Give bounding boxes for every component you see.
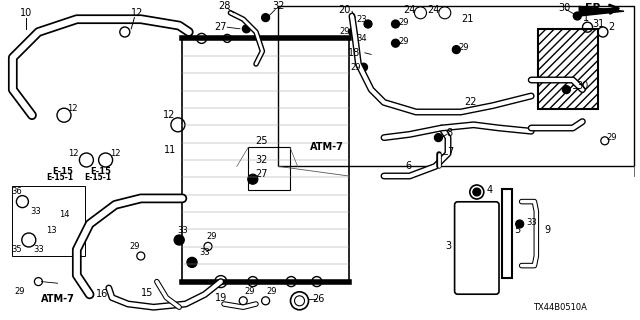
Text: TX44B0510A: TX44B0510A (533, 303, 587, 312)
Text: 29: 29 (339, 28, 349, 36)
Text: 27: 27 (214, 22, 227, 32)
Text: 12: 12 (131, 8, 144, 18)
Circle shape (563, 86, 570, 93)
Text: 29: 29 (459, 44, 469, 52)
Bar (12, 186, 85, 256)
Circle shape (364, 20, 372, 28)
Text: 7: 7 (447, 147, 453, 157)
Text: 15: 15 (141, 288, 154, 298)
Text: 33: 33 (177, 226, 188, 235)
Text: 11: 11 (163, 145, 176, 156)
Circle shape (360, 63, 367, 71)
Circle shape (392, 39, 399, 47)
Text: 9: 9 (544, 225, 550, 236)
Text: 1: 1 (582, 12, 589, 23)
Text: 29: 29 (267, 287, 277, 296)
Circle shape (349, 28, 356, 36)
Circle shape (174, 235, 184, 245)
Circle shape (435, 134, 442, 141)
Text: 8: 8 (447, 128, 453, 138)
Text: 33: 33 (33, 245, 44, 254)
Circle shape (452, 46, 460, 53)
Circle shape (573, 12, 581, 20)
Text: 27: 27 (255, 169, 268, 180)
Circle shape (187, 257, 197, 268)
Text: 28: 28 (218, 1, 230, 12)
Text: 34: 34 (356, 34, 367, 43)
Text: 24: 24 (428, 4, 440, 15)
Text: 25: 25 (255, 136, 268, 146)
Circle shape (392, 20, 399, 28)
Text: 13: 13 (46, 226, 56, 235)
FancyBboxPatch shape (454, 202, 499, 294)
Bar (248, 147, 290, 190)
Text: 12: 12 (68, 149, 79, 158)
Circle shape (243, 25, 250, 33)
Text: E-15-1: E-15-1 (84, 173, 111, 182)
Bar (502, 189, 512, 278)
Text: 5: 5 (514, 225, 520, 236)
Text: 20: 20 (338, 4, 351, 15)
Text: 12: 12 (110, 149, 120, 158)
Circle shape (516, 220, 524, 228)
Circle shape (473, 188, 481, 196)
Circle shape (248, 174, 258, 184)
Text: 18: 18 (348, 48, 361, 58)
Text: 35: 35 (12, 245, 22, 254)
Text: 33: 33 (200, 248, 210, 257)
Bar (538, 29, 598, 109)
Text: 29: 29 (244, 287, 255, 296)
Polygon shape (182, 38, 349, 282)
Polygon shape (579, 6, 624, 16)
Text: ATM-7: ATM-7 (310, 142, 343, 152)
Text: 30: 30 (576, 81, 589, 92)
Text: ATM-7: ATM-7 (41, 294, 74, 304)
Text: 29: 29 (398, 37, 408, 46)
Text: 29: 29 (398, 18, 408, 27)
Text: 12: 12 (163, 110, 176, 120)
Text: 14: 14 (59, 210, 69, 219)
Text: 21: 21 (461, 14, 474, 24)
Text: 4: 4 (486, 185, 493, 196)
Text: 26: 26 (312, 294, 325, 304)
Text: 33: 33 (526, 218, 536, 227)
Text: 23: 23 (356, 15, 367, 24)
Text: 29: 29 (14, 287, 24, 296)
Text: 2: 2 (608, 22, 614, 32)
Text: 29: 29 (129, 242, 140, 251)
Bar (278, 6, 634, 166)
Text: E-15-1: E-15-1 (46, 173, 73, 182)
Text: 32: 32 (255, 155, 268, 165)
Text: 33: 33 (30, 207, 40, 216)
Text: E-15: E-15 (91, 167, 111, 176)
Text: 3: 3 (445, 241, 451, 252)
Text: 24: 24 (403, 4, 416, 15)
Text: 12: 12 (67, 104, 77, 113)
Text: 29: 29 (606, 133, 616, 142)
Text: 19: 19 (214, 292, 227, 303)
Text: E-15: E-15 (52, 167, 73, 176)
Text: 6: 6 (405, 161, 412, 172)
Text: 30: 30 (558, 3, 571, 13)
Text: 29: 29 (206, 232, 216, 241)
Text: 32: 32 (272, 1, 285, 12)
Text: 31: 31 (592, 19, 605, 29)
Text: 36: 36 (12, 188, 22, 196)
Text: 10: 10 (19, 8, 32, 18)
Text: 22: 22 (464, 97, 477, 108)
Text: 29: 29 (351, 63, 361, 72)
Text: 16: 16 (96, 289, 109, 300)
Text: FR.: FR. (585, 3, 605, 13)
Circle shape (262, 13, 269, 22)
